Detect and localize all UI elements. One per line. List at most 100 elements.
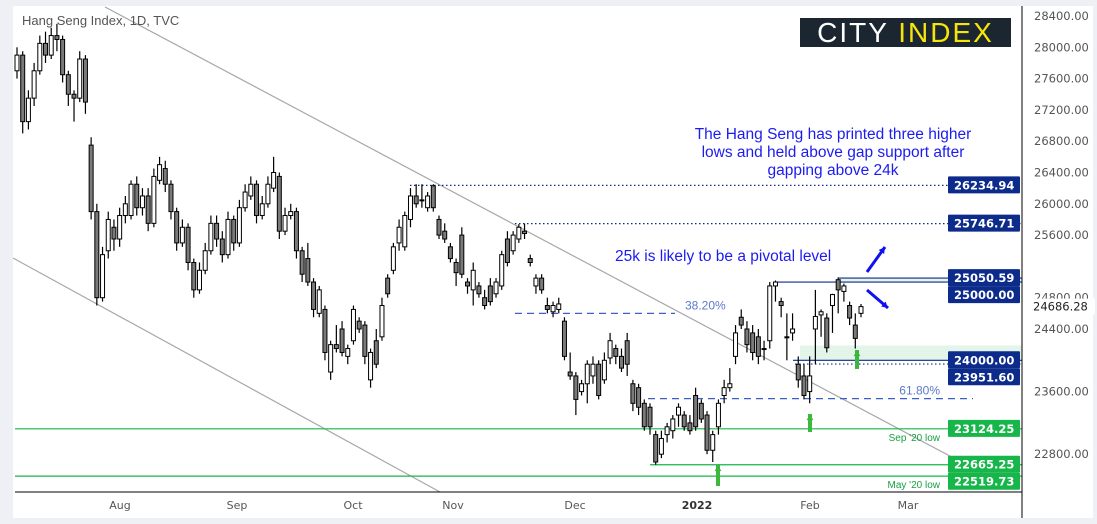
candle-body — [852, 324, 858, 339]
candle-body — [328, 344, 334, 373]
candle-body — [761, 348, 767, 351]
candle-body — [550, 305, 556, 313]
green-up-arrow-icon-head — [853, 350, 861, 357]
candle-body — [396, 226, 402, 244]
candle-body — [847, 305, 853, 319]
candle-body — [687, 422, 693, 432]
price-tag — [948, 455, 1020, 473]
blue-down-arrow-icon-head — [881, 301, 888, 308]
candle-body — [556, 303, 562, 310]
candle-body — [607, 340, 613, 359]
candle-body — [636, 387, 642, 408]
candle-body — [48, 35, 54, 56]
candle-body — [436, 218, 442, 236]
candle-body — [698, 402, 704, 420]
candle-body — [134, 183, 140, 209]
candle-body — [539, 277, 545, 291]
price-tag-label: 22665.25 — [954, 458, 1014, 472]
y-tick-label: 22800.00 — [1034, 447, 1089, 461]
y-tick-label: 26400.00 — [1034, 165, 1089, 179]
candle-body — [453, 261, 459, 274]
candle-body — [379, 305, 385, 338]
candle-body — [333, 344, 339, 350]
candle-body — [579, 383, 585, 393]
candle-body — [65, 74, 71, 95]
y-tick-label: 28000.00 — [1034, 40, 1089, 54]
chart-title: Hang Seng Index, 1D, TVC — [22, 13, 180, 28]
candle-body — [681, 414, 687, 428]
level-note: May '20 low — [888, 480, 941, 491]
candle-body — [191, 261, 197, 291]
candle-body — [419, 199, 425, 202]
city-index-logo: CITY INDEX — [800, 18, 1011, 47]
channel-lower-line — [12, 257, 441, 493]
candle-body — [624, 340, 630, 365]
candle-body — [750, 332, 756, 353]
price-tag-label: 23951.60 — [954, 370, 1014, 384]
candle-body — [276, 175, 282, 232]
level-note: Sep '20 low — [889, 433, 941, 444]
candle-body — [94, 211, 100, 299]
candle-body — [527, 258, 533, 263]
price-tag-label: 23124.25 — [954, 422, 1014, 436]
candle-body — [231, 218, 237, 244]
candle-body — [390, 246, 396, 271]
candle-body — [447, 246, 453, 260]
candle-body — [293, 211, 299, 252]
candle-body — [812, 315, 818, 330]
candle-body — [573, 375, 579, 400]
candle-body — [100, 254, 106, 299]
candle-body — [641, 402, 647, 428]
price-tag-label: 25050.59 — [954, 271, 1014, 285]
candle-body — [664, 426, 670, 436]
candle-body — [350, 308, 356, 342]
candle-body — [413, 195, 419, 205]
candle-body — [316, 289, 322, 314]
candle-body — [157, 164, 163, 181]
candle-body — [693, 394, 699, 428]
x-tick-label: Feb — [800, 499, 819, 512]
candle-body — [818, 311, 824, 316]
candle-body — [658, 438, 664, 455]
candle-body — [219, 238, 225, 256]
candle-body — [88, 144, 94, 213]
last-price-label: 24686.28 — [1033, 300, 1088, 314]
price-tag — [948, 214, 1020, 232]
candle-body — [510, 234, 516, 252]
candle-body — [807, 375, 813, 393]
candle-body — [430, 185, 436, 209]
y-tick-label: 25600.00 — [1034, 228, 1089, 242]
candle-body — [345, 348, 351, 357]
x-tick-label: Dec — [564, 499, 585, 512]
candle-body — [835, 279, 841, 291]
candle-body — [20, 54, 26, 123]
candle-body — [174, 211, 180, 244]
y-tick-label: 28400.00 — [1034, 9, 1089, 23]
y-tick-label: 23600.00 — [1034, 385, 1089, 399]
candle-body — [214, 222, 220, 240]
candle-body — [487, 285, 493, 303]
price-tag-label: 25000.00 — [954, 288, 1014, 302]
candle-body — [82, 58, 88, 103]
candle-body — [561, 320, 567, 357]
candle-body — [459, 234, 465, 275]
price-tag — [948, 368, 1020, 386]
green-up-arrow-icon-head — [806, 414, 814, 421]
resistance-zone — [838, 278, 1022, 283]
price-tag — [948, 419, 1020, 437]
candle-body — [162, 168, 168, 185]
x-tick-label: Mar — [898, 499, 919, 512]
candle-body — [265, 183, 271, 205]
candle-body — [60, 38, 66, 76]
candle-body — [299, 250, 305, 275]
x-tick-label: Aug — [109, 499, 130, 512]
x-tick-label: Sep — [227, 499, 248, 512]
candle-body — [385, 277, 391, 295]
candle-body — [767, 285, 773, 342]
y-tick-label: 24400.00 — [1034, 322, 1089, 336]
candle-body — [733, 332, 739, 357]
candle-body — [790, 328, 796, 334]
candle-body — [196, 269, 202, 291]
candle-body — [168, 183, 174, 213]
